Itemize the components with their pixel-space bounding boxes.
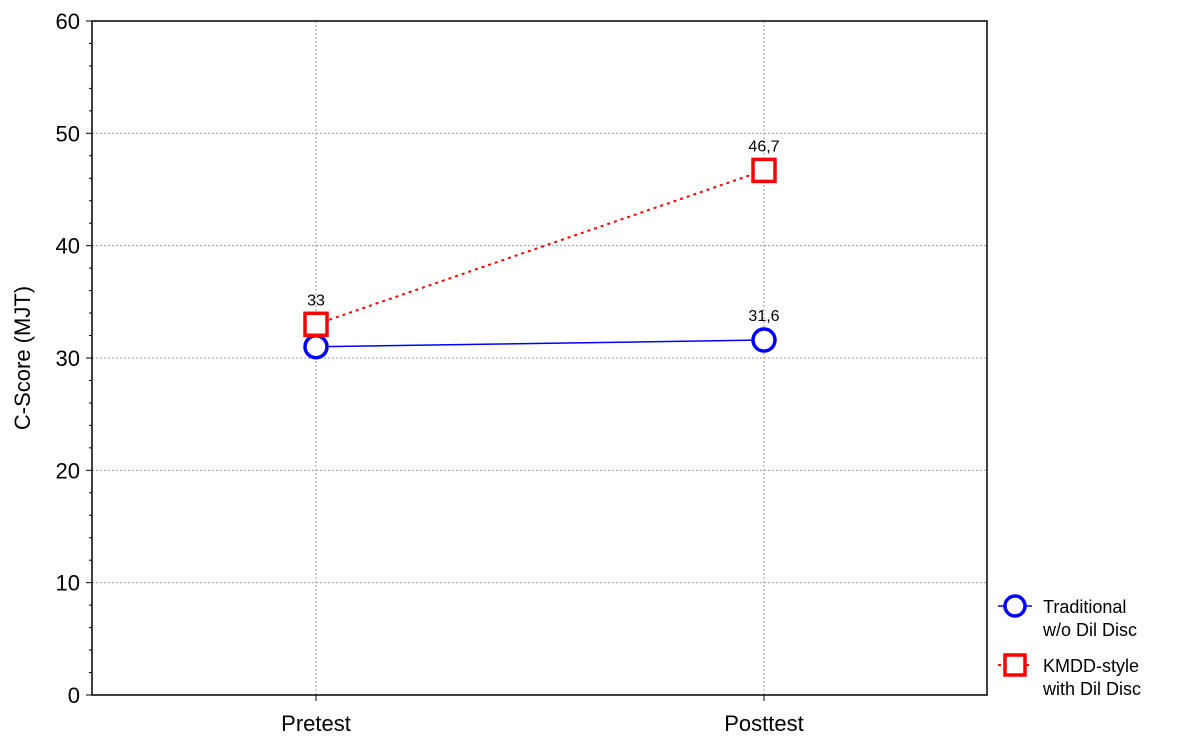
- y-tick-label: 0: [68, 683, 80, 708]
- x-tick-label: Posttest: [724, 711, 803, 736]
- legend-label: KMDD-style: [1043, 656, 1139, 676]
- legend-item: Traditional w/o Dil Disc: [998, 594, 1137, 640]
- series-line: [315, 169, 765, 326]
- data-point: [751, 327, 777, 353]
- y-tick-label: 60: [56, 9, 80, 34]
- legend-label: Traditional: [1043, 597, 1126, 617]
- legend-item: KMDD-style with Dil Disc: [998, 653, 1141, 699]
- legend-marker: [1003, 594, 1027, 618]
- y-tick-label: 40: [56, 234, 80, 259]
- series-layer: 31,6 33 46,7: [303, 138, 780, 360]
- legend: Traditional w/o Dil Disc KMDD-style with Di…: [998, 594, 1141, 699]
- series-line: [315, 339, 765, 348]
- legend-marker: [1003, 653, 1027, 677]
- series-0: 31,6: [303, 308, 780, 360]
- data-point: [303, 311, 329, 338]
- data-label: 46,7: [748, 138, 779, 155]
- data-point: [751, 157, 777, 184]
- x-tick-label: Pretest: [281, 711, 351, 736]
- y-tick-label: 20: [56, 458, 80, 483]
- grid-lines: [92, 21, 987, 695]
- legend-label: with Dil Disc: [1042, 679, 1141, 699]
- data-point: [303, 334, 329, 360]
- y-axis-title: C-Score (MJT): [10, 286, 35, 430]
- y-tick-label: 50: [56, 121, 80, 146]
- data-label: 33: [307, 292, 325, 309]
- y-tick-label: 30: [56, 346, 80, 371]
- data-label: 31,6: [748, 308, 779, 325]
- y-tick-label: 10: [56, 571, 80, 596]
- series-1: 33 46,7: [303, 138, 780, 338]
- axis-ticks: 0 10 20 30 40 50 60 Pretest Posttest: [56, 9, 804, 736]
- legend-label: w/o Dil Disc: [1042, 620, 1137, 640]
